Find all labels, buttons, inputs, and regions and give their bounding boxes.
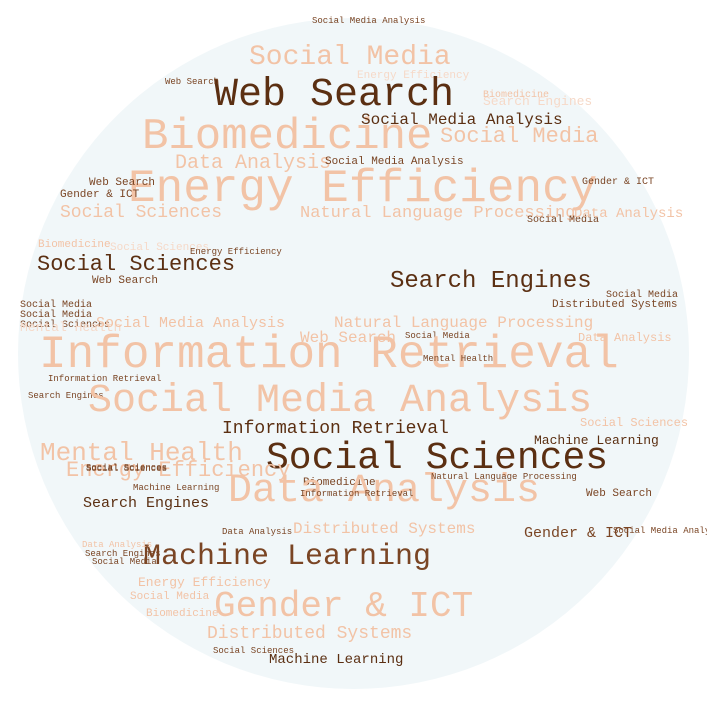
cloud-word: Social Media bbox=[20, 300, 93, 311]
cloud-word: Data Analysis bbox=[175, 152, 332, 175]
cloud-word: Gender & ICT bbox=[214, 586, 474, 627]
cloud-word: Information Retrieval bbox=[39, 329, 619, 381]
cloud-word: Energy Efficiency bbox=[138, 575, 271, 590]
cloud-word: Biomedicine bbox=[38, 239, 111, 251]
cloud-word: Machine Learning bbox=[143, 540, 432, 574]
cloud-word: Web Search bbox=[165, 77, 220, 87]
cloud-word: Web Search bbox=[92, 275, 159, 287]
cloud-word: Social Sciences bbox=[213, 646, 295, 656]
cloud-word: Search Engines bbox=[28, 391, 104, 401]
cloud-word: Energy Efficiency bbox=[128, 163, 598, 215]
cloud-word: Natural Language Processing bbox=[334, 314, 594, 332]
cloud-word: Biomedicine bbox=[146, 608, 219, 620]
cloud-word: Social Sciences bbox=[580, 416, 689, 430]
cloud-word: Data Analysis bbox=[578, 331, 672, 345]
cloud-word: Social Media bbox=[249, 42, 451, 73]
cloud-word: Information Retrieval bbox=[222, 419, 449, 439]
cloud-word: Social Sciences bbox=[37, 252, 236, 277]
cloud-word: Data Analysis bbox=[82, 540, 153, 550]
cloud-word: Search Engines bbox=[390, 268, 592, 295]
cloud-word: Web Search bbox=[300, 329, 397, 347]
cloud-word: Social Media Analysis bbox=[325, 156, 464, 168]
cloud-word: Search Engines bbox=[483, 94, 593, 109]
cloud-word: Mental Health bbox=[40, 438, 243, 468]
cloud-word: Data Analysis bbox=[222, 527, 293, 537]
cloud-word: Web Search bbox=[214, 73, 455, 118]
cloud-word: Search Engines bbox=[83, 495, 210, 512]
cloud-word: Social Media Analysis bbox=[96, 315, 286, 332]
cloud-word: Social Sciences bbox=[86, 463, 168, 473]
cloud-word: Social Sciences bbox=[60, 203, 223, 223]
cloud-word: Social Sciences bbox=[110, 242, 210, 254]
cloud-word: Social Sciences bbox=[266, 437, 609, 480]
cloud-word: Biomedicine bbox=[483, 90, 550, 101]
cloud-word: Biomedicine bbox=[303, 477, 376, 489]
cloud-word: Energy Efficiency bbox=[357, 70, 470, 82]
cloud-word: Mental Health bbox=[423, 354, 494, 364]
cloud-word: Information Retrieval bbox=[300, 489, 414, 499]
cloud-word: Gender & ICT bbox=[582, 177, 655, 188]
cloud-word: Biomedicine bbox=[142, 112, 433, 162]
cloud-word: Distributed Systems bbox=[293, 520, 476, 538]
cloud-word: Social Media Analysis bbox=[361, 111, 563, 129]
cloud-word: Social Media bbox=[527, 215, 600, 226]
circle-background bbox=[18, 18, 689, 689]
cloud-word: Data Analysis bbox=[228, 469, 541, 514]
cloud-word: Natural Language Processing bbox=[300, 204, 576, 223]
cloud-word: Search Engines bbox=[85, 549, 161, 559]
cloud-word: Mental Health bbox=[20, 320, 122, 335]
cloud-word: Machine Learning bbox=[534, 433, 659, 448]
cloud-word: Web Search bbox=[586, 488, 653, 500]
cloud-word: Social Media Analysis bbox=[88, 379, 593, 424]
cloud-word: Social Media bbox=[130, 591, 210, 603]
cloud-word: Data Analysis bbox=[574, 206, 684, 222]
cloud-word: Distributed Systems bbox=[207, 624, 413, 644]
cloud-word: Distributed Systems bbox=[552, 299, 678, 311]
cloud-word: Social Media bbox=[440, 124, 599, 149]
cloud-word: Social Media Analysis bbox=[312, 16, 426, 26]
cloud-word: Natural Language Processing bbox=[431, 472, 577, 482]
cloud-word: Information Retrieval bbox=[48, 374, 162, 384]
cloud-word: Social Media bbox=[20, 310, 93, 321]
cloud-word: Social Sciences bbox=[86, 464, 168, 474]
cloud-word: Machine Learning bbox=[133, 483, 220, 493]
cloud-word: Social Media Analysis bbox=[613, 526, 707, 536]
cloud-word: Energy Efficiency bbox=[66, 458, 291, 483]
cloud-word: Web Search bbox=[89, 177, 156, 189]
cloud-word: Gender & ICT bbox=[524, 525, 633, 542]
cloud-word: Energy Efficiency bbox=[190, 247, 282, 257]
cloud-word: Social Sciences bbox=[20, 320, 111, 331]
cloud-word: Machine Learning bbox=[269, 652, 404, 668]
cloud-word: Social Media bbox=[606, 290, 679, 301]
cloud-word: Gender & ICT bbox=[60, 189, 140, 201]
cloud-word: Social Media bbox=[92, 557, 157, 567]
cloud-word: Social Media bbox=[405, 331, 470, 341]
